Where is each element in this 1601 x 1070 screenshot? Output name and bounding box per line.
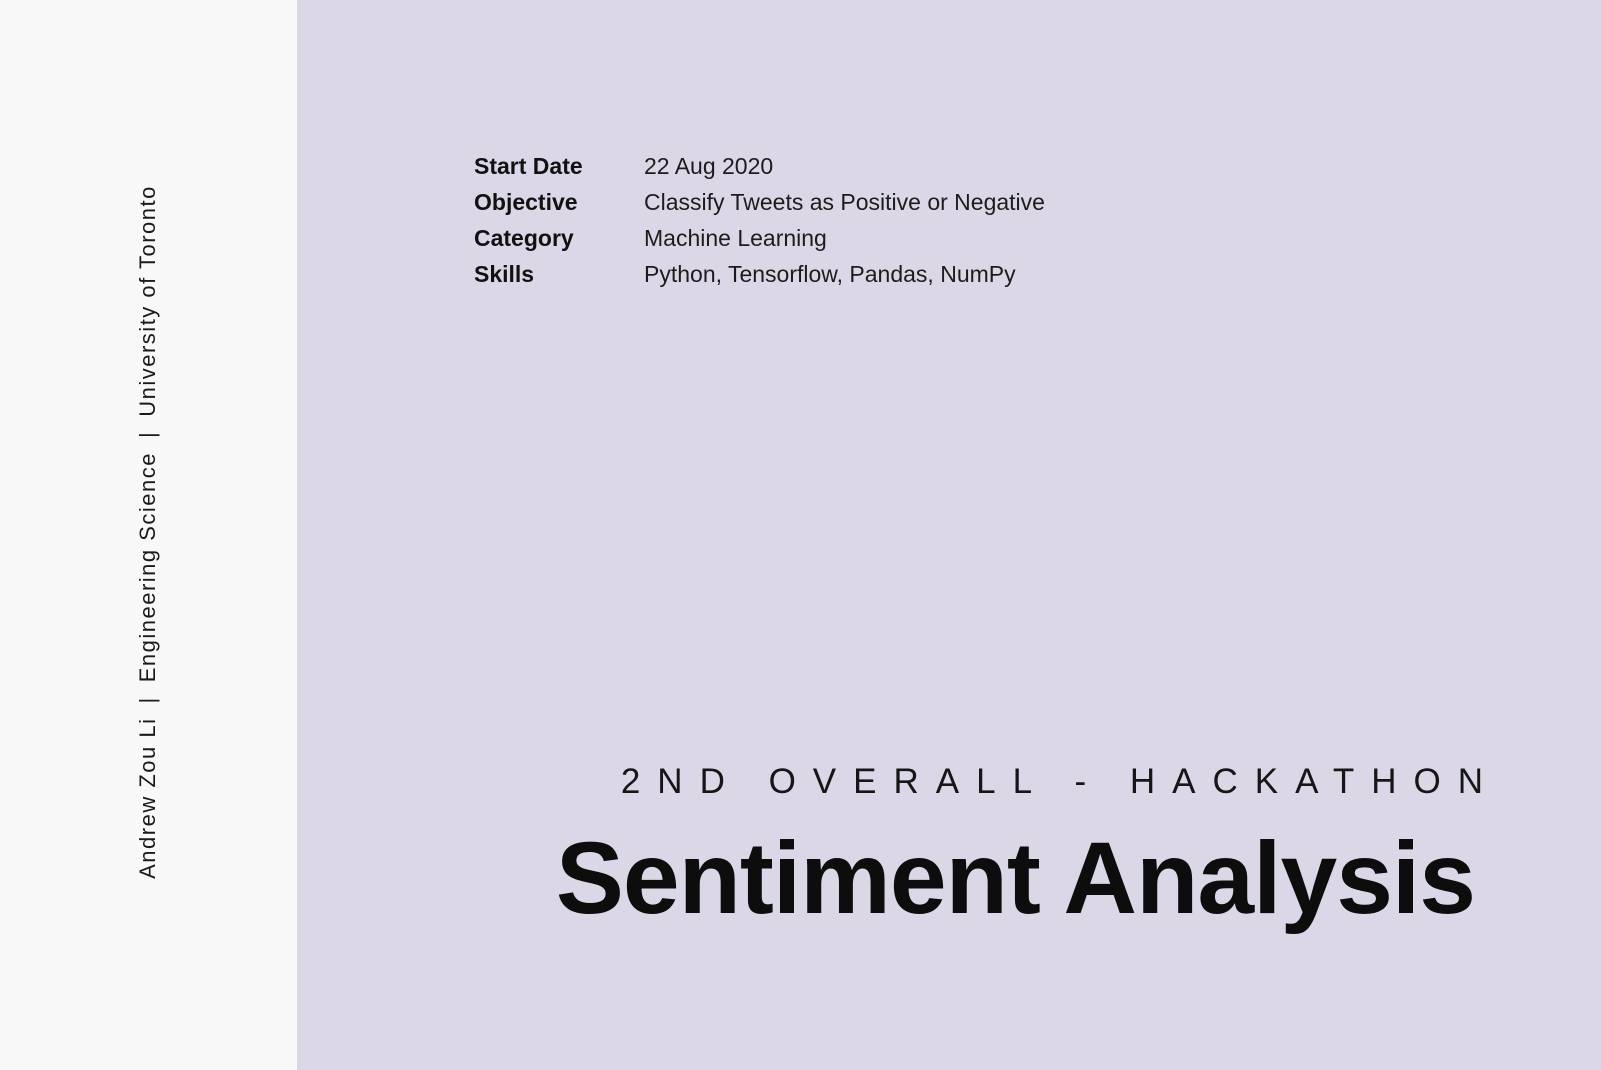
- info-label: Skills: [474, 261, 535, 287]
- info-row-category: Category Machine Learning: [474, 220, 1045, 256]
- info-label: Category: [474, 225, 574, 251]
- info-row-start-date: Start Date 22 Aug 2020: [474, 148, 1045, 184]
- info-value: Python, Tensorflow, Pandas, NumPy: [644, 261, 1016, 287]
- author-name: Andrew Zou Li: [135, 717, 160, 879]
- separator: |: [135, 696, 160, 704]
- program-name: Engineering Science: [135, 451, 160, 683]
- info-row-skills: Skills Python, Tensorflow, Pandas, NumPy: [474, 256, 1045, 292]
- info-row-objective: Objective Classify Tweets as Positive or…: [474, 184, 1045, 220]
- sidebar: Andrew Zou Li | Engineering Science | Univer…: [0, 0, 297, 1070]
- page-title: Sentiment Analysis: [555, 821, 1476, 935]
- info-label: Start Date: [474, 153, 583, 179]
- sidebar-credits: Andrew Zou Li | Engineering Science | Univer…: [135, 185, 161, 879]
- info-value: Classify Tweets as Positive or Negative: [644, 189, 1045, 215]
- info-value: 22 Aug 2020: [644, 153, 774, 179]
- school-name: University of Toronto: [135, 185, 160, 417]
- separator: |: [135, 430, 160, 438]
- info-value: Machine Learning: [644, 225, 827, 251]
- award-subtitle: 2ND OVERALL - HACKATHON: [620, 762, 1500, 801]
- project-info-table: Start Date 22 Aug 2020 Objective Classif…: [474, 148, 1045, 292]
- info-label: Objective: [474, 189, 578, 215]
